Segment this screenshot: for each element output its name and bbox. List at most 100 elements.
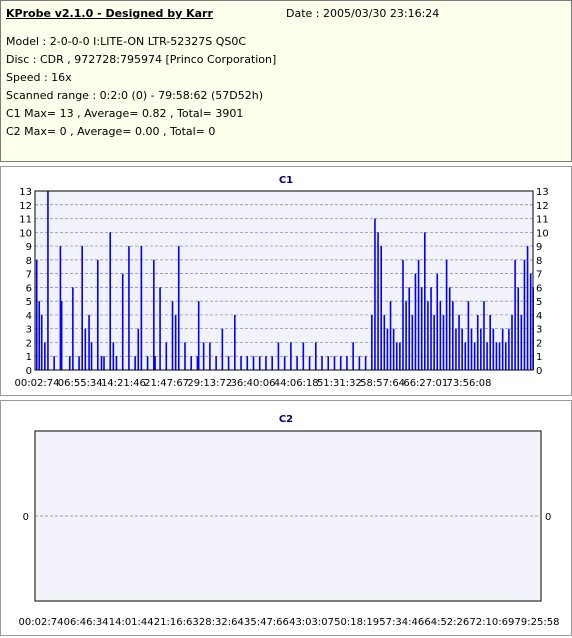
c1-bar: [302, 342, 305, 370]
scan-date: Date : 2005/03/30 23:16:24: [286, 7, 440, 20]
c1-bar: [371, 314, 373, 370]
c1-bar: [184, 342, 186, 370]
c1-bar: [402, 259, 404, 370]
c1-bar: [177, 246, 180, 370]
c1-bar: [339, 356, 342, 370]
c1-bar: [90, 342, 93, 370]
c1-bar: [408, 287, 411, 370]
c1-x-tick: 58:57:64: [360, 378, 405, 389]
c1-bar: [486, 342, 488, 370]
c1-bar: [529, 273, 532, 370]
c1-y-tick-left: 2: [26, 338, 32, 349]
c1-x-tick: 73:56:08: [447, 378, 492, 389]
c1-bar: [427, 301, 429, 370]
c1-bar: [271, 356, 273, 370]
c1-bar: [458, 314, 460, 370]
c2-x-tick: 21:16:63: [154, 617, 199, 628]
c1-y-tick-right: 13: [536, 187, 549, 198]
c2-x-tick: 28:32:64: [199, 617, 244, 628]
c1-x-tick: 14:21:46: [101, 378, 146, 389]
c2-y-tick-right: 0: [545, 512, 551, 523]
c1-bar: [489, 314, 491, 370]
c1-bar: [190, 356, 193, 370]
c1-bar: [380, 246, 382, 370]
c1-bar: [209, 342, 211, 370]
c1-bar: [252, 356, 255, 370]
c1-bar: [290, 342, 292, 370]
c1-y-tick-right: 12: [536, 201, 549, 212]
c1-bar: [265, 356, 267, 370]
c1-y-tick-left: 8: [26, 256, 32, 267]
c1-bar: [514, 259, 516, 370]
c1-bar: [283, 356, 286, 370]
c2-chart: C2 0 0 00:02:74 06:46:34 14:01:44 21:16:63 28:…: [19, 414, 560, 628]
c2-x-tick: 50:18:19: [334, 617, 379, 628]
c1-x-tick: 44:06:18: [274, 378, 319, 389]
c1-y-tick-left: 9: [26, 242, 32, 253]
c1-y-tick-left: 0: [26, 366, 32, 377]
c1-bar: [112, 342, 115, 370]
c2-x-tick: 00:02:74: [19, 617, 64, 628]
c1-bar: [389, 301, 392, 370]
c1-y-tick-right: 3: [536, 325, 542, 336]
c1-bar: [405, 301, 407, 370]
c2-x-tick: 35:47:66: [244, 617, 289, 628]
c1-bar: [128, 246, 130, 370]
c1-bar: [352, 342, 354, 370]
c1-y-tick-right: 9: [536, 242, 542, 253]
c1-summary: C1 Max= 13 , Average= 0.82 , Total= 3901: [6, 107, 244, 120]
c1-bar: [227, 356, 230, 370]
c1-chart-panel: C1 0 0 1 1 2 2 3 3 4 4 5 5 6 6 7 7 8 8 9 9 10 10 11 11 12 12 13 13 0…: [0, 166, 572, 396]
c1-bar: [498, 342, 501, 370]
info-panel: KProbe v2.1.0 - Designed by Karr Date : …: [0, 0, 572, 162]
c1-bar: [134, 356, 136, 370]
c1-bar: [386, 328, 389, 370]
c1-y-tick-right: 0: [536, 366, 542, 377]
c1-bar: [240, 356, 242, 370]
c1-bar: [476, 314, 479, 370]
c1-bar: [78, 356, 80, 370]
range-line: Scanned range : 0:2:0 (0) - 79:58:62 (57…: [6, 89, 264, 102]
c1-bar: [59, 246, 62, 370]
c1-y-tick-left: 11: [19, 215, 32, 226]
c1-bar: [464, 342, 467, 370]
c1-x-tick: 51:31:32: [317, 378, 362, 389]
c1-bar: [445, 259, 448, 370]
c2-x-tick: 79:25:58: [515, 617, 560, 628]
c1-x-tick: 66:27:01: [403, 378, 448, 389]
c2-chart-panel: C2 0 0 00:02:74 06:46:34 14:01:44 21:16:63 28:…: [0, 400, 572, 636]
c1-bar: [523, 259, 526, 370]
c1-bar: [121, 273, 124, 370]
c1-bar: [277, 342, 280, 370]
c1-x-tick: 00:02:74: [15, 378, 60, 389]
c1-bar: [246, 356, 249, 370]
c1-bar: [296, 356, 298, 370]
c1-bar: [159, 287, 161, 370]
c1-bar: [53, 356, 55, 370]
c1-x-tick: 06:55:34: [58, 378, 103, 389]
c2-y-tick-left: 0: [23, 512, 29, 523]
model-line: Model : 2-0-0-0 I:LITE-ON LTR-52327S QS0…: [6, 35, 247, 48]
c1-bar: [153, 259, 155, 370]
c1-y-tick-left: 4: [26, 311, 32, 322]
c1-bar: [392, 328, 395, 370]
c1-bar: [202, 342, 205, 370]
c1-y-tick-right: 6: [536, 283, 542, 294]
c1-y-tick-left: 3: [26, 325, 32, 336]
c1-bar: [504, 342, 507, 370]
c1-bar: [165, 342, 168, 370]
c1-bar: [314, 342, 317, 370]
c2-x-tick: 64:52:26: [424, 617, 469, 628]
c1-bar: [103, 356, 105, 370]
c1-x-tick: 21:47:67: [144, 378, 189, 389]
c1-bar: [414, 273, 417, 370]
c1-bar: [40, 314, 43, 370]
c1-bar: [154, 356, 156, 370]
c1-bar: [137, 328, 140, 370]
c1-bar: [308, 356, 311, 370]
c1-bar: [377, 232, 379, 370]
c1-bar: [72, 287, 74, 370]
disc-line: Disc : CDR , 972728:795974 [Princo Corpo…: [6, 53, 277, 66]
c1-bar: [520, 314, 523, 370]
